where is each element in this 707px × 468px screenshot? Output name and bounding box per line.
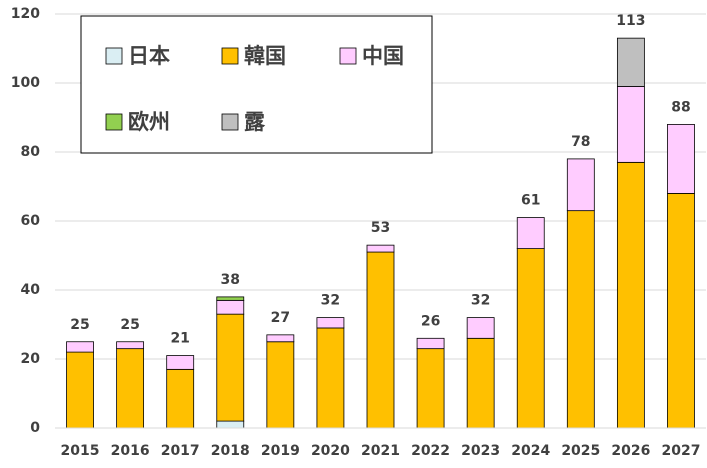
- legend-box: [80, 15, 433, 154]
- legend-swatch: [221, 47, 239, 65]
- x-tick-label: 2024: [511, 443, 550, 459]
- total-label: 25: [120, 317, 139, 333]
- bar-segment: [216, 296, 245, 301]
- x-tick-label: 2025: [561, 443, 600, 459]
- bar-segment: [516, 217, 545, 250]
- bar-segment: [66, 341, 94, 353]
- bar-segment: [116, 348, 145, 429]
- bar-segment: [266, 334, 295, 343]
- bar-segment: [466, 337, 495, 429]
- legend-label: 韓国: [244, 44, 286, 68]
- bar-segment: [216, 420, 245, 429]
- y-tick-label: 60: [21, 213, 41, 229]
- x-tick-label: 2019: [261, 443, 300, 459]
- bar-segment: [566, 210, 595, 429]
- bar-segment: [316, 317, 345, 329]
- total-label: 32: [471, 293, 490, 309]
- legend-swatch: [105, 113, 123, 131]
- y-tick-label: 120: [11, 6, 40, 22]
- bar-segment: [166, 355, 195, 370]
- legend-swatch: [221, 113, 239, 131]
- bar-segment: [366, 251, 395, 429]
- x-tick-label: 2022: [411, 443, 450, 459]
- bar-segment: [416, 337, 445, 350]
- total-label: 38: [221, 272, 240, 288]
- legend-label: 日本: [128, 44, 170, 68]
- y-tick-label: 20: [21, 351, 41, 367]
- bar-segment: [216, 299, 245, 315]
- bar-segment: [616, 37, 645, 87]
- total-label: 32: [321, 293, 340, 309]
- bar-segment: [516, 248, 545, 429]
- x-tick-label: 2020: [311, 443, 350, 459]
- bar-segment: [616, 86, 645, 163]
- total-label: 21: [170, 331, 189, 347]
- x-tick-label: 2018: [211, 443, 250, 459]
- total-label: 27: [271, 310, 290, 326]
- bar-segment: [466, 317, 495, 339]
- bar-segment: [566, 158, 595, 212]
- legend-label: 露: [244, 110, 266, 134]
- legend-label: 中国: [362, 44, 404, 68]
- x-tick-label: 2017: [161, 443, 200, 459]
- total-label: 26: [421, 313, 440, 329]
- bar-segment: [366, 244, 395, 253]
- y-tick-label: 40: [21, 282, 41, 298]
- legend-swatch: [105, 47, 123, 65]
- bar-segment: [316, 327, 345, 429]
- bar-segment: [66, 351, 94, 429]
- total-label: 78: [571, 134, 590, 150]
- legend-swatch: [339, 47, 357, 65]
- total-label: 61: [521, 193, 540, 209]
- bar-segment: [416, 348, 445, 429]
- x-tick-label: 2015: [61, 443, 100, 459]
- y-tick-label: 80: [21, 144, 41, 160]
- bar-segment: [166, 368, 195, 429]
- bar-segment: [667, 124, 695, 194]
- bar-segment: [216, 313, 245, 422]
- bar-segment: [116, 341, 145, 350]
- total-label: 88: [671, 99, 690, 115]
- x-tick-label: 2026: [611, 443, 650, 459]
- bar-segment: [266, 341, 295, 429]
- x-tick-label: 2023: [461, 443, 500, 459]
- bar-segment: [616, 161, 645, 429]
- y-tick-label: 100: [11, 75, 40, 91]
- total-label: 53: [371, 220, 390, 236]
- legend-label: 欧州: [128, 110, 170, 134]
- x-tick-label: 2021: [361, 443, 400, 459]
- total-label: 25: [70, 317, 89, 333]
- y-tick-label: 0: [30, 420, 40, 436]
- x-tick-label: 2016: [111, 443, 150, 459]
- x-tick-label: 2027: [661, 443, 700, 459]
- bar-segment: [667, 192, 695, 429]
- total-label: 113: [616, 13, 645, 29]
